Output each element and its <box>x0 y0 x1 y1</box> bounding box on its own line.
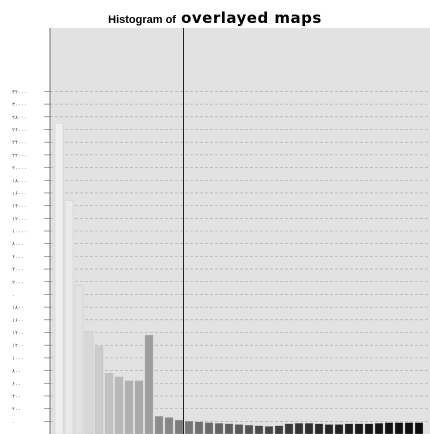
y-tick-label: ۸۰۰۰ <box>12 242 24 248</box>
chart-title-main: overlayed maps <box>181 9 322 27</box>
histogram-bar <box>344 423 354 434</box>
y-tick-label: ۶۰۰۰ <box>12 254 24 260</box>
y-tick-label: ۶۰۰ <box>12 381 21 387</box>
histogram-bar <box>294 423 304 434</box>
y-tick-label: ۳۰۰۰۰ <box>12 102 27 108</box>
histogram-bar <box>134 380 144 434</box>
histogram-bar <box>384 422 394 434</box>
histogram-bar <box>304 423 314 434</box>
histogram-bar <box>164 417 174 434</box>
histogram-bar <box>284 423 294 434</box>
histogram-bar <box>54 123 64 434</box>
histogram-bar <box>84 331 94 434</box>
histogram-bar <box>74 285 84 434</box>
y-tick-label: ۱۰۰۰ <box>12 356 24 362</box>
y-tick-label: ۲۶۰۰۰ <box>12 128 27 134</box>
histogram-bar <box>364 423 374 434</box>
histogram-bar <box>254 425 264 434</box>
histogram-bar <box>244 424 254 434</box>
histogram-bar <box>374 423 384 434</box>
y-tick-label: ۱۴۰۰ <box>12 331 24 337</box>
y-tick-label: ۱۶۰۰۰ <box>12 191 27 197</box>
histogram-bar <box>234 424 244 434</box>
histogram-bar <box>274 425 284 434</box>
y-tick-label: ۲۸۰۰۰ <box>12 115 27 121</box>
histogram-bar <box>174 419 184 434</box>
y-tick-label: ۱۸۰۰ <box>12 305 24 311</box>
histogram-bar <box>414 422 424 434</box>
histogram-bar <box>184 421 194 434</box>
chart-title: Histogram of overlayed maps <box>0 8 430 27</box>
histogram-bar <box>264 426 274 434</box>
y-tick-label: ۳۲۰۰۰ <box>12 89 27 95</box>
y-tick-label: ۲۰۰ <box>12 407 21 413</box>
histogram-bar <box>104 372 114 434</box>
y-tick-label: ۱۲۰۰۰ <box>12 216 27 222</box>
y-tick-label: ۴۰۰ <box>12 394 21 400</box>
histogram-bar <box>124 380 134 434</box>
y-tick-label: ۱۲۰۰ <box>12 343 24 349</box>
y-tick-label: ۰ <box>12 419 15 425</box>
y-tick-label: ۲۴۰۰۰ <box>12 140 27 146</box>
histogram-bar <box>114 376 124 434</box>
histogram-bar <box>154 416 164 434</box>
histogram-bar <box>144 334 154 434</box>
histogram-bar <box>214 423 224 434</box>
histogram-bar <box>204 422 214 434</box>
y-tick-label: ۱۴۰۰۰ <box>12 204 27 210</box>
y-tick-label: ۱۸۰۰۰ <box>12 178 27 184</box>
y-tick-label: ۴۰۰۰ <box>12 267 24 273</box>
y-tick-label: ۱۰۰۰۰ <box>12 229 27 235</box>
histogram-bar <box>94 346 104 434</box>
histogram-bar <box>224 423 234 434</box>
histogram-bar <box>314 423 324 434</box>
histogram-bar <box>334 424 344 434</box>
y-tick-label: ۲۰۰۰ <box>12 280 24 286</box>
histogram-bar <box>194 421 204 434</box>
histogram-bar <box>354 423 364 434</box>
y-tick-label: ۱۶۰۰ <box>12 318 24 324</box>
histogram-bar <box>64 200 74 434</box>
y-tick-label: ۲۰۰۰۰ <box>12 166 27 172</box>
chart-title-prefix: Histogram of <box>108 14 176 26</box>
y-tick-label: ۸۰۰ <box>12 369 21 375</box>
histogram-bar <box>404 422 414 434</box>
y-tick-label: ۲۲۰۰۰ <box>12 153 27 159</box>
histogram-bar <box>324 424 334 434</box>
y-tick-label: ۰ <box>12 292 15 298</box>
histogram-bar <box>394 422 404 434</box>
